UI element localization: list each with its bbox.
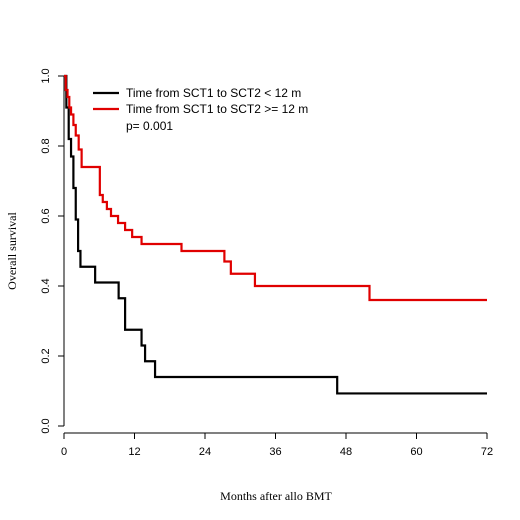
legend-label-series-1: Time from SCT1 to SCT2 < 12 m xyxy=(126,86,301,100)
x-tick-label: 24 xyxy=(199,446,211,458)
x-tick-label: 36 xyxy=(269,446,281,458)
y-tick-label: 0.2 xyxy=(40,348,52,363)
y-axis-title: Overall survival xyxy=(5,212,19,290)
y-tick-label: 0.6 xyxy=(40,208,52,223)
legend-label-series-2: Time from SCT1 to SCT2 >= 12 m xyxy=(126,102,308,116)
y-tick-label: 1.0 xyxy=(40,68,52,83)
y-tick-label: 0.8 xyxy=(40,138,52,153)
x-tick-label: 60 xyxy=(410,446,422,458)
x-axis-title: Months after allo BMT xyxy=(220,489,332,503)
y-tick-label: 0.4 xyxy=(40,278,52,293)
y-tick-label: 0.0 xyxy=(40,418,52,433)
tick-group: 0 12 24 36 48 60 72 0.0 0.2 0.4 0.6 0.8 1.0 xyxy=(40,68,493,458)
survival-curve-series-1 xyxy=(64,74,487,395)
x-tick-label: 12 xyxy=(128,446,140,458)
x-tick-label: 72 xyxy=(481,446,493,458)
survival-curve-series-2 xyxy=(64,74,487,302)
x-tick-label: 48 xyxy=(340,446,352,458)
survival-curves xyxy=(64,74,487,395)
legend: Time from SCT1 to SCT2 < 12 m Time from … xyxy=(93,86,308,133)
p-value-annotation: p= 0.001 xyxy=(126,119,173,133)
x-tick-label: 0 xyxy=(61,446,67,458)
